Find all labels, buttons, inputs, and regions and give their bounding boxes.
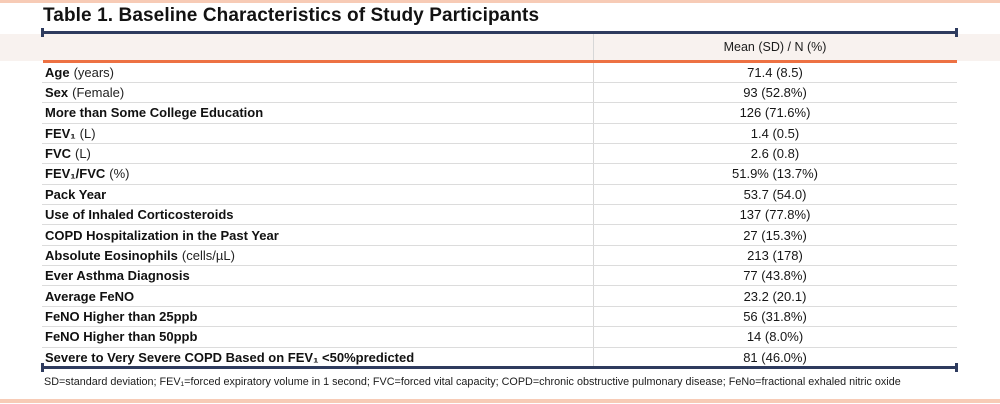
row-value: 71.4 (8.5) xyxy=(747,64,803,80)
value-column-header: Mean (SD) / N (%) xyxy=(723,39,827,54)
table-row: FEV₁ (L) 1.4 (0.5) xyxy=(42,124,957,144)
row-label: COPD Hospitalization in the Past Year xyxy=(45,227,279,243)
table-row: More than Some College Education 126 (71… xyxy=(42,103,957,124)
table-footnote: SD=standard deviation; FEV₁=forced expir… xyxy=(44,376,901,388)
row-value: 2.6 (0.8) xyxy=(750,146,800,162)
table-row: Severe to Very Severe COPD Based on FEV₁… xyxy=(42,348,957,367)
table-row: Average FeNO 23.2 (20.1) xyxy=(42,286,957,307)
table-row: FeNO Higher than 25ppb 56 (31.8%) xyxy=(42,307,957,328)
row-value: 51.9% (13.7%) xyxy=(732,166,818,182)
bottom-navy-rule xyxy=(41,363,958,371)
top-navy-rule xyxy=(41,28,958,36)
table-row: Use of Inhaled Corticosteroids 137 (77.8… xyxy=(42,205,957,226)
row-value: 1.4 (0.5) xyxy=(750,125,800,141)
row-label: Age (years) xyxy=(45,64,115,80)
row-label: FEV₁/FVC (%) xyxy=(45,166,130,182)
table-body: Age (years) 71.4 (8.5) Sex (Female) 93 (52… xyxy=(42,63,957,368)
table-row: Age (years) 71.4 (8.5) xyxy=(42,63,957,83)
row-label: Sex (Female) xyxy=(45,85,125,101)
table-row: COPD Hospitalization in the Past Year 27… xyxy=(42,225,957,246)
row-value: 137 (77.8%) xyxy=(739,207,811,223)
table-row: Absolute Eosinophils (cells/µL) 213 (178) xyxy=(42,246,957,267)
row-value: 81 (46.0%) xyxy=(743,349,807,365)
row-value: 77 (43.8%) xyxy=(743,268,807,284)
row-value: 213 (178) xyxy=(747,247,803,263)
table-row: Ever Asthma Diagnosis 77 (43.8%) xyxy=(42,266,957,287)
table-row: FEV₁/FVC (%) 51.9% (13.7%) xyxy=(42,164,957,185)
row-label: FVC (L) xyxy=(45,146,91,162)
row-label: FeNO Higher than 25ppb xyxy=(45,308,198,324)
table-row: FVC (L) 2.6 (0.8) xyxy=(42,144,957,165)
header-orange-rule xyxy=(43,60,957,63)
page-top-accent-bar xyxy=(0,0,1000,3)
row-value: 56 (31.8%) xyxy=(743,308,807,324)
table-row: Pack Year 53.7 (54.0) xyxy=(42,185,957,206)
row-value: 93 (52.8%) xyxy=(743,85,807,101)
column-divider xyxy=(592,33,594,367)
table-row: Sex (Female) 93 (52.8%) xyxy=(42,83,957,104)
row-label: Severe to Very Severe COPD Based on FEV₁… xyxy=(45,349,415,365)
page-bottom-accent-bar xyxy=(0,399,1000,403)
row-value: 23.2 (20.1) xyxy=(743,288,807,304)
row-label: More than Some College Education xyxy=(45,105,264,121)
row-label: FEV₁ (L) xyxy=(45,125,96,141)
row-value: 126 (71.6%) xyxy=(739,105,811,121)
row-label: Absolute Eosinophils (cells/µL) xyxy=(45,247,235,263)
row-label: Use of Inhaled Corticosteroids xyxy=(45,207,234,223)
table-title: Table 1. Baseline Characteristics of Stu… xyxy=(43,5,540,26)
row-label: Pack Year xyxy=(45,186,107,202)
row-label: FeNO Higher than 50ppb xyxy=(45,329,198,345)
row-value: 53.7 (54.0) xyxy=(743,186,807,202)
table-header-band xyxy=(0,33,1000,61)
row-label: Average FeNO xyxy=(45,288,135,304)
row-value: 14 (8.0%) xyxy=(746,329,804,345)
row-value: 27 (15.3%) xyxy=(743,227,807,243)
table-row: FeNO Higher than 50ppb 14 (8.0%) xyxy=(42,327,957,348)
row-label: Ever Asthma Diagnosis xyxy=(45,268,190,284)
